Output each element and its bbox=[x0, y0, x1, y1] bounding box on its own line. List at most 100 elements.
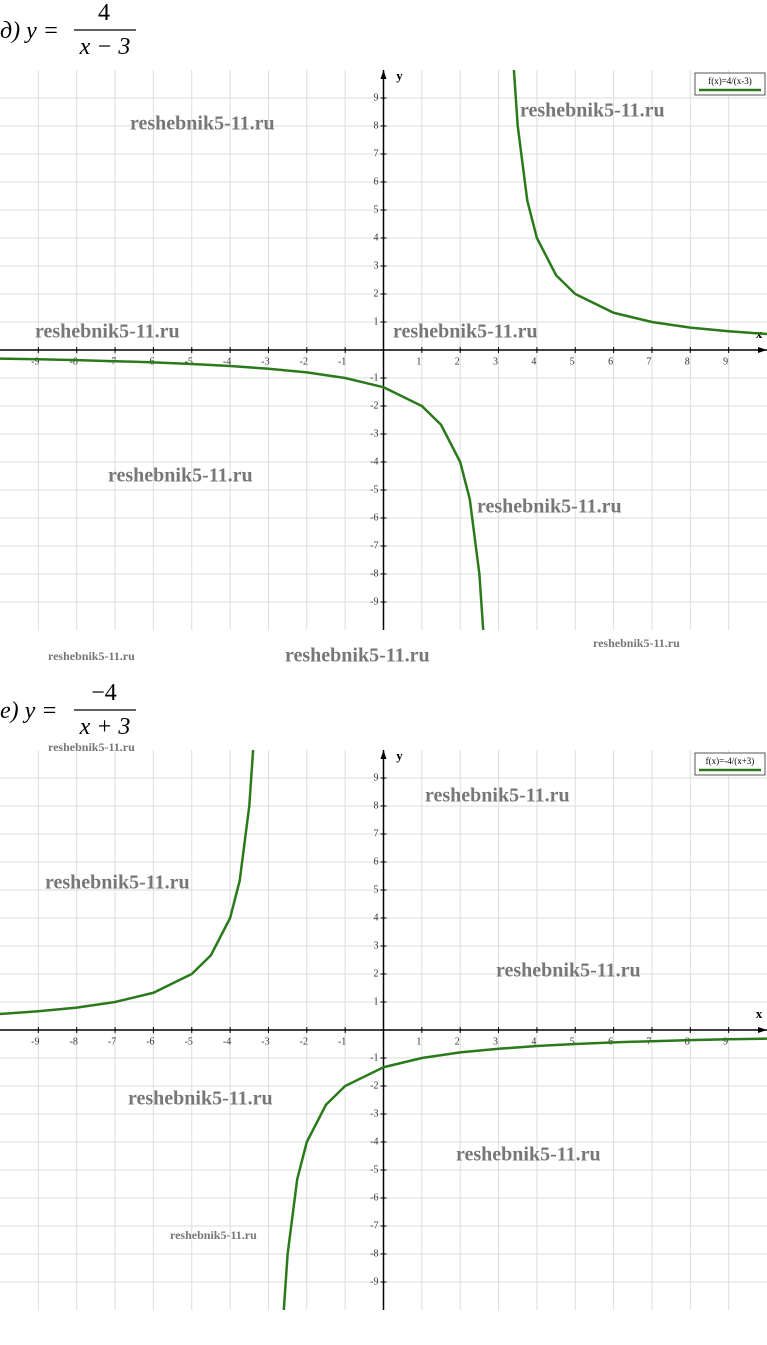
y-tick-label: 7 bbox=[374, 148, 379, 159]
y-tick-label: 6 bbox=[374, 856, 379, 867]
title-prefix: д) y = bbox=[0, 18, 59, 44]
title-denominator: x − 3 bbox=[79, 34, 131, 60]
y-tick-label: 5 bbox=[374, 204, 379, 215]
watermark: reshebnik5-11.ru bbox=[477, 496, 622, 518]
x-tick-label: 6 bbox=[608, 356, 613, 367]
x-tick-label: 1 bbox=[416, 1036, 421, 1047]
x-tick-label: 2 bbox=[455, 1036, 460, 1047]
curve bbox=[0, 750, 767, 1310]
watermark: reshebnik5-11.ru bbox=[285, 645, 430, 667]
x-tick-label: -7 bbox=[108, 1036, 116, 1047]
y-tick-label: -2 bbox=[370, 400, 378, 411]
x-tick-label: -2 bbox=[300, 356, 308, 367]
y-tick-label: 9 bbox=[374, 772, 379, 783]
watermark: reshebnik5-11.ru bbox=[170, 1228, 257, 1242]
y-tick-label: -5 bbox=[370, 484, 378, 495]
x-tick-label: -9 bbox=[31, 1036, 39, 1047]
axis-arrow bbox=[758, 1027, 767, 1033]
y-tick-label: 3 bbox=[374, 260, 379, 271]
y-tick-label: -1 bbox=[370, 1052, 378, 1063]
y-tick-label: -7 bbox=[370, 540, 378, 551]
y-tick-label: 2 bbox=[374, 288, 379, 299]
x-tick-label: 4 bbox=[531, 1036, 536, 1047]
x-tick-label: 5 bbox=[570, 356, 575, 367]
x-tick-label: -3 bbox=[261, 356, 269, 367]
x-tick-label: 3 bbox=[493, 356, 498, 367]
x-tick-label: -2 bbox=[300, 1036, 308, 1047]
x-tick-label: 7 bbox=[646, 356, 651, 367]
x-tick-label: -5 bbox=[185, 1036, 193, 1047]
watermark: reshebnik5-11.ru bbox=[128, 1088, 273, 1110]
y-tick-label: 8 bbox=[374, 120, 379, 131]
y-tick-label: 5 bbox=[374, 884, 379, 895]
axis-arrow bbox=[380, 70, 387, 79]
y-tick-label: -6 bbox=[370, 1192, 378, 1203]
x-tick-label: 3 bbox=[493, 1036, 498, 1047]
watermark: reshebnik5-11.ru bbox=[130, 113, 275, 135]
x-tick-label: 8 bbox=[685, 356, 690, 367]
y-tick-label: -3 bbox=[370, 428, 378, 439]
y-axis-label: y bbox=[396, 748, 403, 763]
y-tick-label: -3 bbox=[370, 1108, 378, 1119]
legend-label: f(x)=-4/(x+3) bbox=[706, 756, 755, 766]
y-tick-label: 7 bbox=[374, 828, 379, 839]
curve bbox=[0, 70, 767, 630]
y-tick-label: -1 bbox=[370, 372, 378, 383]
y-tick-label: -9 bbox=[370, 1276, 378, 1287]
y-tick-label: -9 bbox=[370, 596, 378, 607]
watermark: reshebnik5-11.ru bbox=[393, 321, 538, 343]
chart: д) y = 4 x − 3 -9 -8 -7 -6 -5 -4 -3 -2 -1 1 2 3 4 5 6 7 8 9 -… bbox=[0, 0, 767, 667]
y-tick-label: 8 bbox=[374, 800, 379, 811]
watermark: reshebnik5-11.ru bbox=[496, 960, 641, 982]
title-prefix: е) y = bbox=[0, 698, 58, 724]
x-tick-label: 1 bbox=[416, 356, 421, 367]
x-tick-label: -3 bbox=[261, 1036, 269, 1047]
y-tick-label: -4 bbox=[370, 1136, 378, 1147]
y-axis-label: y bbox=[396, 68, 403, 83]
watermark: reshebnik5-11.ru bbox=[456, 1144, 601, 1166]
y-tick-label: -8 bbox=[370, 568, 378, 579]
legend-label: f(x)=4/(x-3) bbox=[708, 76, 752, 86]
y-tick-label: 6 bbox=[374, 176, 379, 187]
watermark: reshebnik5-11.ru bbox=[48, 649, 135, 663]
y-tick-label: 2 bbox=[374, 968, 379, 979]
watermark: reshebnik5-11.ru bbox=[108, 465, 253, 487]
y-tick-label: -5 bbox=[370, 1164, 378, 1175]
x-tick-label: 4 bbox=[531, 356, 536, 367]
chart: е) y = −4 x + 3 -9 -8 -7 -6 -5 -4 -3 -2 -1 1 2 3 4 5 6 7 8 9… bbox=[0, 680, 767, 1310]
title-numerator: −4 bbox=[91, 680, 117, 706]
watermark: reshebnik5-11.ru bbox=[45, 872, 190, 894]
title-denominator: x + 3 bbox=[79, 714, 131, 740]
y-tick-label: 1 bbox=[374, 996, 379, 1007]
y-tick-label: -7 bbox=[370, 1220, 378, 1231]
axis-arrow bbox=[380, 750, 387, 759]
y-tick-label: -6 bbox=[370, 512, 378, 523]
watermark: reshebnik5-11.ru bbox=[48, 740, 135, 754]
axis-arrow bbox=[758, 347, 767, 353]
watermark: reshebnik5-11.ru bbox=[593, 636, 680, 650]
y-tick-label: -4 bbox=[370, 456, 378, 467]
watermark: reshebnik5-11.ru bbox=[520, 100, 665, 122]
x-tick-label: 2 bbox=[455, 356, 460, 367]
x-tick-label: -4 bbox=[223, 1036, 231, 1047]
y-tick-label: 4 bbox=[374, 232, 379, 243]
y-tick-label: 9 bbox=[374, 92, 379, 103]
x-tick-label: -9 bbox=[31, 356, 39, 367]
x-tick-label: -1 bbox=[338, 356, 346, 367]
x-tick-label: 5 bbox=[570, 1036, 575, 1047]
x-tick-label: -5 bbox=[185, 356, 193, 367]
x-axis-label: x bbox=[756, 1006, 763, 1021]
x-tick-label: 9 bbox=[723, 1036, 728, 1047]
x-tick-label: -4 bbox=[223, 356, 231, 367]
x-tick-label: -1 bbox=[338, 1036, 346, 1047]
x-tick-label: -8 bbox=[70, 1036, 78, 1047]
y-tick-label: -8 bbox=[370, 1248, 378, 1259]
watermark: reshebnik5-11.ru bbox=[35, 321, 180, 343]
x-tick-label: 8 bbox=[685, 1036, 690, 1047]
x-tick-label: 9 bbox=[723, 356, 728, 367]
title-numerator: 4 bbox=[98, 0, 110, 26]
watermark: reshebnik5-11.ru bbox=[425, 785, 570, 807]
y-tick-label: 3 bbox=[374, 940, 379, 951]
x-tick-label: -8 bbox=[70, 356, 78, 367]
